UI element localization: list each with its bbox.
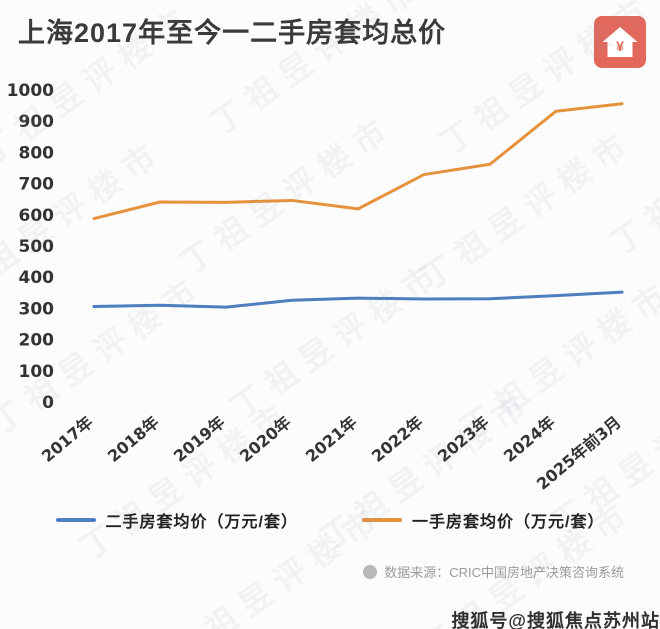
header: 上海2017年至今一二手房套均总价 ¥ — [0, 0, 660, 70]
x-axis-tick-label: 2022年 — [368, 413, 427, 466]
legend-label-secondhand: 二手房套均价（万元/套） — [105, 514, 298, 531]
sohu-watermark: 搜狐号@搜狐焦点苏州站 — [451, 611, 660, 629]
x-axis-tick-label: 2018年 — [104, 413, 163, 466]
x-axis-tick-label: 2020年 — [236, 413, 295, 466]
legend-label-newhome: 一手房套均价（万元/套） — [412, 514, 605, 531]
legend-item-newhome: 一手房套均价（万元/套） — [362, 508, 604, 532]
yuan-symbol: ¥ — [616, 39, 624, 55]
y-axis-tick-label: 800 — [19, 143, 55, 163]
legend-line-blue — [55, 518, 96, 522]
x-axis-tick-label: 2017年 — [38, 413, 97, 466]
y-axis-tick-label: 200 — [19, 331, 55, 351]
y-axis-tick-label: 400 — [19, 268, 55, 288]
x-axis-tick-label: 2024年 — [500, 413, 559, 466]
y-axis-tick-label: 1000 — [7, 81, 54, 101]
x-axis-tick-label: 2019年 — [170, 413, 229, 466]
source-text: 数据来源：CRIC中国房地产决策咨询系统 — [384, 565, 624, 580]
x-axis-tick-label: 2023年 — [434, 413, 493, 466]
y-axis-tick-label: 100 — [19, 362, 55, 382]
chart-area: 0 100 200 300 400 500 600 700 800 900 1000 2017年 201… — [0, 72, 660, 502]
data-source-row: 数据来源：CRIC中国房地产决策咨询系统 — [0, 562, 660, 581]
page-title: 上海2017年至今一二手房套均总价 — [18, 18, 447, 48]
house-yuan-icon: ¥ — [594, 16, 646, 68]
y-axis-tick-label: 300 — [19, 299, 55, 319]
series-line-1 — [92, 102, 624, 221]
x-axis-tick-label: 2021年 — [302, 413, 361, 466]
house-icon-glyph: ¥ — [602, 27, 638, 57]
y-axis-tick-label: 900 — [19, 112, 55, 132]
info-icon — [363, 564, 378, 579]
series-line-0 — [92, 290, 624, 309]
chart-legend: 二手房套均价（万元/套） 一手房套均价（万元/套） — [0, 508, 660, 532]
y-axis-tick-label: 600 — [19, 206, 55, 226]
legend-item-secondhand: 二手房套均价（万元/套） — [55, 508, 298, 532]
y-axis-tick-label: 500 — [19, 237, 55, 257]
y-axis-tick-label: 700 — [19, 175, 55, 195]
legend-line-orange — [362, 518, 402, 522]
y-axis-tick-label: 0 — [42, 393, 54, 413]
